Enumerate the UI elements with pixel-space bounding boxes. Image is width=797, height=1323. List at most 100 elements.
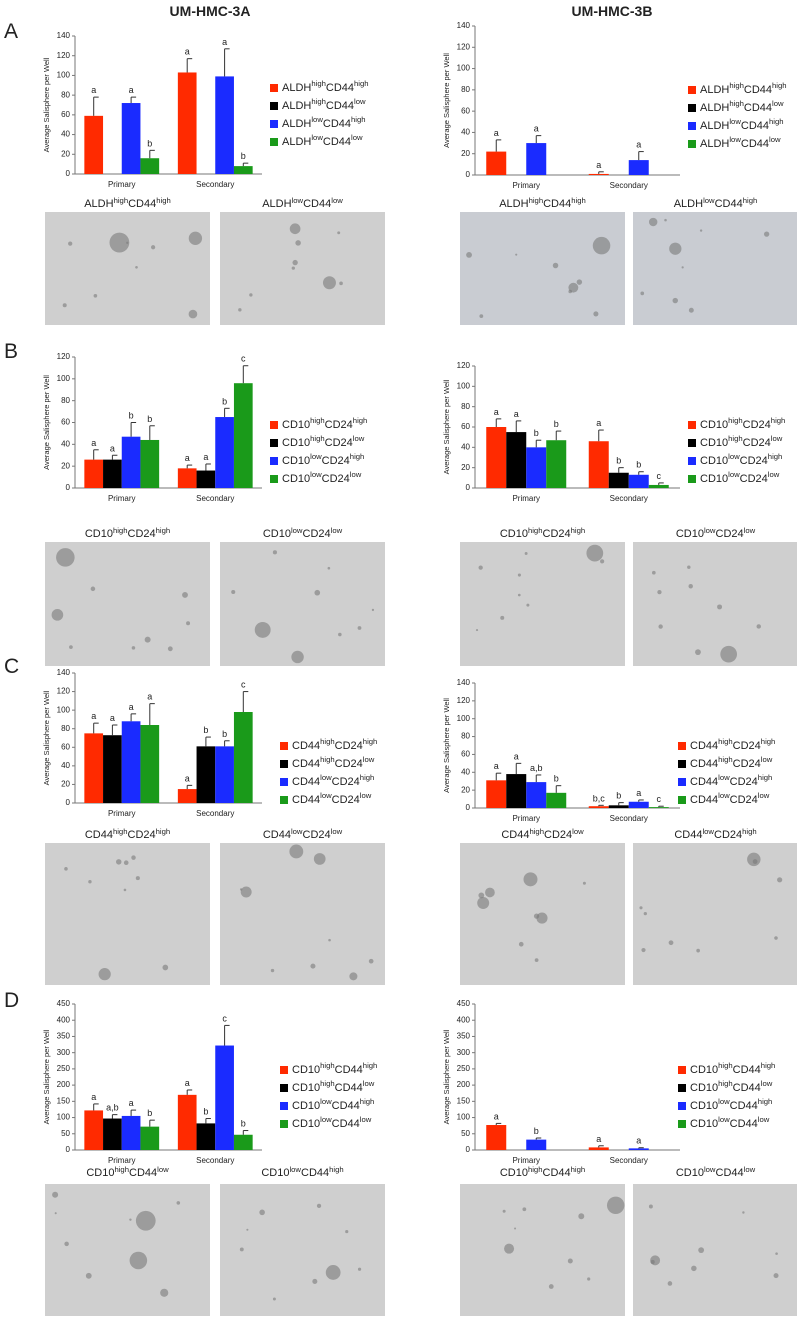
significance-label: c bbox=[657, 471, 662, 481]
x-tick-label: Primary bbox=[512, 1156, 540, 1165]
y-tick-label: 450 bbox=[457, 999, 471, 1008]
micrograph-cell bbox=[640, 291, 645, 296]
bar bbox=[608, 805, 629, 808]
bar bbox=[486, 151, 507, 175]
significance-label: a bbox=[636, 788, 641, 798]
significance-label: a bbox=[494, 761, 499, 771]
significance-label: b bbox=[203, 1107, 208, 1117]
legend-swatch bbox=[688, 457, 696, 465]
y-tick-label: 80 bbox=[461, 85, 470, 94]
x-tick-label: Primary bbox=[512, 494, 540, 503]
micrograph bbox=[45, 843, 210, 985]
micrograph-cell bbox=[747, 852, 761, 867]
legend-label: ALDHlowCD44high bbox=[282, 115, 366, 130]
bar bbox=[648, 484, 669, 488]
legend-swatch bbox=[678, 1102, 686, 1110]
significance-label: a bbox=[596, 160, 601, 170]
micrograph-cell bbox=[763, 231, 770, 237]
micrograph-cell bbox=[606, 1196, 625, 1215]
micrograph-cell bbox=[231, 589, 236, 595]
significance-label: b bbox=[534, 428, 539, 438]
micrograph-cell bbox=[691, 1265, 697, 1272]
y-tick-label: 120 bbox=[57, 51, 71, 60]
y-tick-label: 80 bbox=[61, 90, 70, 99]
micrograph-cell bbox=[576, 279, 583, 285]
x-tick-label: Primary bbox=[108, 180, 136, 189]
y-tick-label: 0 bbox=[466, 170, 471, 179]
micrograph-cell bbox=[135, 876, 140, 881]
micrograph-cell bbox=[85, 1272, 92, 1279]
micrograph-cell bbox=[291, 650, 304, 664]
micrograph-cell bbox=[289, 844, 304, 859]
bar bbox=[546, 440, 567, 488]
y-tick-label: 300 bbox=[57, 1048, 71, 1057]
micrograph-cell bbox=[312, 1278, 318, 1284]
y-tick-label: 50 bbox=[461, 1129, 470, 1138]
x-tick-label: Secondary bbox=[196, 1156, 234, 1165]
y-tick-label: 20 bbox=[461, 463, 470, 472]
significance-label: b bbox=[203, 725, 208, 735]
bar bbox=[526, 1139, 547, 1150]
bar bbox=[84, 1110, 104, 1150]
legend-label: CD44highCD24low bbox=[292, 755, 375, 770]
legend-swatch bbox=[678, 1066, 686, 1074]
micrograph-cell bbox=[188, 309, 198, 319]
legend-label: CD44lowCD24low bbox=[292, 791, 372, 806]
significance-label: c bbox=[657, 794, 662, 804]
y-tick-label: 400 bbox=[57, 1015, 71, 1024]
bar bbox=[121, 436, 141, 488]
micrograph-cell bbox=[56, 548, 75, 567]
micrograph-cell bbox=[586, 544, 604, 562]
bar bbox=[121, 103, 141, 174]
micrograph-cell bbox=[536, 912, 548, 924]
y-tick-label: 150 bbox=[457, 1096, 471, 1105]
legend-swatch bbox=[280, 1120, 288, 1128]
legend-label: CD44highCD24low bbox=[690, 755, 773, 770]
micrograph-cell bbox=[639, 906, 643, 910]
x-tick-label: Secondary bbox=[196, 809, 234, 818]
micrograph-cell bbox=[688, 584, 693, 589]
micrograph-cell bbox=[534, 958, 539, 962]
micrograph-cell bbox=[272, 1297, 276, 1301]
bar bbox=[140, 1126, 160, 1150]
y-tick-label: 140 bbox=[57, 31, 71, 40]
micrograph-cell bbox=[123, 888, 127, 892]
bar bbox=[103, 1118, 122, 1150]
y-tick-label: 40 bbox=[461, 767, 470, 776]
y-tick-label: 350 bbox=[57, 1032, 71, 1041]
significance-label: a bbox=[534, 124, 539, 134]
legend-swatch bbox=[678, 796, 686, 804]
legend-swatch bbox=[688, 475, 696, 483]
micrograph-cell bbox=[182, 591, 188, 598]
legend-swatch bbox=[280, 742, 288, 750]
bar bbox=[588, 441, 609, 488]
image-caption: ALDHhighCD44high bbox=[84, 196, 171, 211]
y-tick-label: 140 bbox=[457, 21, 471, 30]
panel-letter: D bbox=[4, 989, 19, 1012]
micrograph-cell bbox=[54, 1212, 57, 1215]
legend-swatch bbox=[678, 1120, 686, 1128]
micrograph-cell bbox=[533, 913, 540, 919]
bar bbox=[588, 1147, 609, 1150]
image-caption: CD44highCD24low bbox=[501, 827, 584, 842]
legend-swatch bbox=[280, 1084, 288, 1092]
micrograph-cell bbox=[371, 608, 375, 612]
significance-label: a bbox=[91, 438, 96, 448]
micrograph-cell bbox=[131, 855, 136, 860]
panel-letter: B bbox=[4, 340, 18, 363]
micrograph-cell bbox=[90, 586, 96, 592]
y-tick-label: 140 bbox=[57, 668, 71, 677]
legend-swatch bbox=[280, 760, 288, 768]
bar bbox=[526, 143, 547, 175]
micrograph-cell bbox=[310, 963, 316, 969]
micrograph-cell bbox=[478, 565, 483, 570]
micrograph-cell bbox=[773, 1273, 779, 1279]
x-tick-label: Secondary bbox=[610, 494, 648, 503]
y-tick-label: 250 bbox=[57, 1064, 71, 1073]
bar bbox=[628, 474, 649, 488]
micrograph-cell bbox=[357, 1267, 362, 1271]
legend-swatch bbox=[688, 86, 696, 94]
micrograph-cell bbox=[517, 593, 521, 597]
micrograph-cell bbox=[514, 1227, 517, 1230]
significance-label: a bbox=[494, 407, 499, 417]
